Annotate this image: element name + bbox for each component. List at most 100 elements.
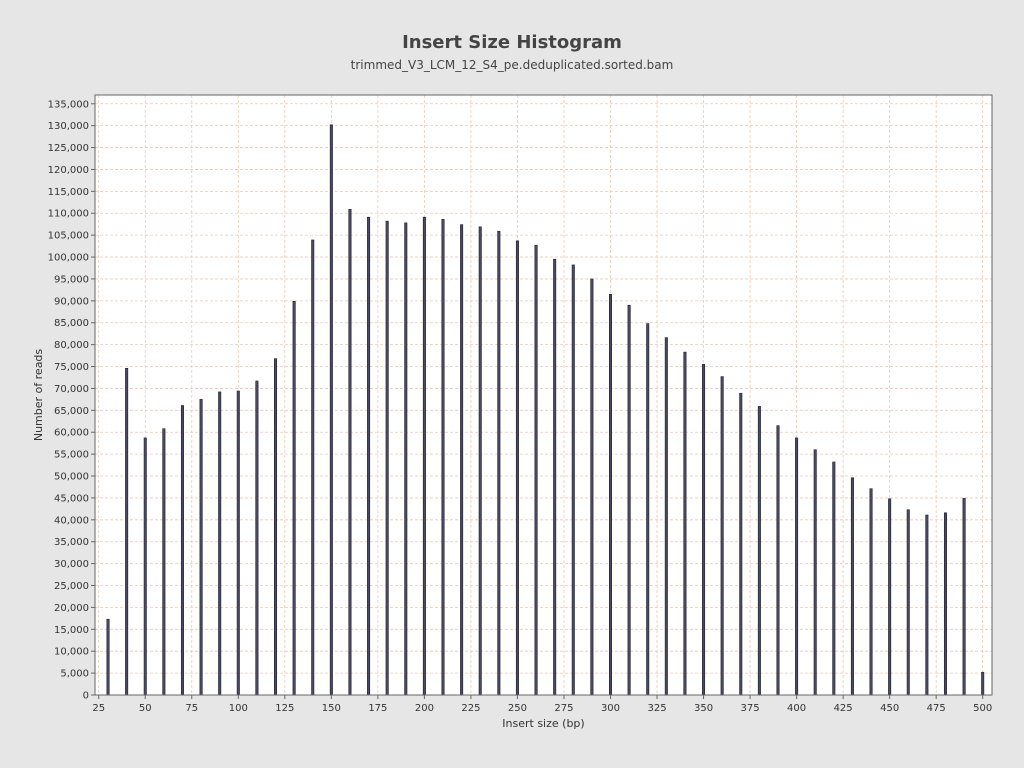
x-tick-label: 475 (927, 703, 946, 714)
histogram-bar (106, 618, 110, 696)
histogram-bar (292, 300, 296, 696)
histogram-bar (478, 226, 482, 696)
y-tick-label: 85,000 (54, 318, 89, 329)
histogram-bar (311, 239, 315, 696)
y-tick-label: 60,000 (54, 428, 89, 439)
x-tick-label: 325 (647, 703, 666, 714)
x-tick-label: 450 (880, 703, 899, 714)
axes: 0 5,000 10,000 15,000 20,000 25,000 30,000 35,0… (48, 94, 993, 714)
y-tick-label: 55,000 (54, 450, 89, 461)
histogram-bar (553, 258, 557, 696)
y-tick-label: 75,000 (54, 362, 89, 373)
x-tick-label: 375 (741, 703, 760, 714)
x-tick-label: 250 (508, 703, 527, 714)
y-tick-label: 50,000 (54, 472, 89, 483)
y-tick-label: 115,000 (48, 187, 89, 198)
plot-border (94, 94, 993, 696)
histogram-bar (925, 514, 929, 696)
histogram-bar (590, 278, 594, 696)
histogram-bar (236, 390, 240, 696)
y-tick-label: 90,000 (54, 296, 89, 307)
histogram-bar (367, 216, 371, 696)
x-tick-label: 300 (601, 703, 620, 714)
x-tick-label: 400 (787, 703, 806, 714)
x-tick-label: 500 (973, 703, 992, 714)
y-tick-label: 40,000 (54, 515, 89, 526)
chart-subtitle: trimmed_V3_LCM_12_S4_pe.deduplicated.sor… (351, 58, 674, 72)
histogram-bar (608, 293, 612, 696)
y-tick-label: 135,000 (48, 99, 89, 110)
y-tick-label: 65,000 (54, 406, 89, 417)
histogram-bar (869, 488, 873, 696)
histogram-bar (683, 351, 687, 696)
y-tick-label: 80,000 (54, 340, 89, 351)
histogram-bar (218, 391, 222, 696)
histogram-bar (981, 671, 985, 696)
x-tick-label: 100 (229, 703, 248, 714)
histogram-bar (776, 425, 780, 696)
y-tick-label: 10,000 (54, 647, 89, 658)
histogram-bar (329, 124, 333, 696)
histogram-bar (255, 380, 259, 696)
histogram-bar (460, 224, 464, 696)
y-tick-label: 15,000 (54, 625, 89, 636)
histogram-bar (795, 437, 799, 696)
plot-area (95, 95, 992, 695)
x-tick-label: 150 (322, 703, 341, 714)
bars (106, 124, 985, 696)
histogram-bar (888, 498, 892, 696)
histogram-bar (906, 509, 910, 696)
x-tick-label: 275 (554, 703, 573, 714)
x-tick-label: 200 (415, 703, 434, 714)
histogram-bar (441, 219, 445, 696)
histogram-bar (162, 428, 166, 696)
y-tick-label: 25,000 (54, 581, 89, 592)
y-tick-label: 20,000 (54, 603, 89, 614)
histogram-bar (404, 222, 408, 696)
histogram-bar (720, 376, 724, 696)
y-tick-label: 110,000 (48, 209, 89, 220)
x-tick-label: 425 (834, 703, 853, 714)
y-tick-label: 120,000 (48, 165, 89, 176)
y-tick-label: 70,000 (54, 384, 89, 395)
histogram-bar (515, 240, 519, 696)
x-tick-label: 75 (185, 703, 198, 714)
histogram-bar (646, 323, 650, 696)
y-tick-label: 95,000 (54, 274, 89, 285)
x-tick-label: 25 (92, 703, 105, 714)
x-tick-label: 50 (139, 703, 152, 714)
histogram-bar (757, 406, 761, 696)
histogram-bar (813, 449, 817, 696)
histogram-bar (962, 498, 966, 696)
histogram-bar (571, 264, 575, 696)
histogram-bar (664, 337, 668, 696)
histogram-bar (850, 477, 854, 696)
histogram-bar (627, 304, 631, 696)
histogram-bar (274, 358, 278, 696)
histogram-bar (143, 437, 147, 696)
chart-title: Insert Size Histogram (402, 32, 622, 53)
histogram-bar (534, 244, 538, 696)
y-tick-label: 125,000 (48, 143, 89, 154)
histogram-bar (739, 392, 743, 696)
y-axis-label: Number of reads (32, 349, 45, 442)
y-tick-label: 30,000 (54, 559, 89, 570)
histogram-bar (385, 220, 389, 696)
histogram-bar (348, 209, 352, 696)
x-tick-label: 225 (461, 703, 480, 714)
histogram-bar (702, 364, 706, 696)
y-tick-label: 100,000 (48, 253, 89, 264)
histogram-bar (199, 399, 203, 696)
histogram-bar (832, 461, 836, 696)
y-tick-label: 130,000 (48, 121, 89, 132)
y-tick-label: 0 (83, 691, 89, 702)
x-tick-label: 175 (368, 703, 387, 714)
x-axis-label: Insert size (bp) (502, 717, 584, 730)
x-tick-label: 350 (694, 703, 713, 714)
y-tick-label: 105,000 (48, 231, 89, 242)
histogram-bar (125, 367, 129, 696)
histogram-bar (422, 216, 426, 696)
y-tick-label: 5,000 (60, 669, 89, 680)
